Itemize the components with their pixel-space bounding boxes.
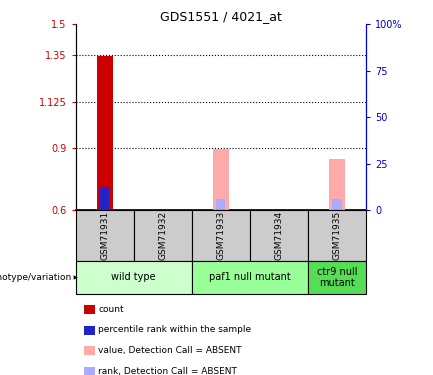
Bar <box>213 148 229 210</box>
Text: percentile rank within the sample: percentile rank within the sample <box>98 326 252 334</box>
Bar <box>332 199 342 210</box>
Bar <box>329 159 345 210</box>
Text: genotype/variation: genotype/variation <box>0 273 71 282</box>
Bar <box>100 187 110 210</box>
Text: value, Detection Call = ABSENT: value, Detection Call = ABSENT <box>98 346 242 355</box>
Text: count: count <box>98 305 124 314</box>
Text: GSM71932: GSM71932 <box>158 211 167 260</box>
Bar <box>216 199 226 210</box>
Bar <box>97 56 113 210</box>
Text: GSM71933: GSM71933 <box>216 211 225 260</box>
Title: GDS1551 / 4021_at: GDS1551 / 4021_at <box>160 10 282 23</box>
Text: paf1 null mutant: paf1 null mutant <box>209 273 291 282</box>
Text: rank, Detection Call = ABSENT: rank, Detection Call = ABSENT <box>98 367 237 375</box>
Text: ctr9 null
mutant: ctr9 null mutant <box>317 267 357 288</box>
Text: GSM71934: GSM71934 <box>275 211 283 260</box>
Text: wild type: wild type <box>111 273 156 282</box>
Text: GSM71935: GSM71935 <box>333 211 341 260</box>
Text: GSM71931: GSM71931 <box>100 211 109 260</box>
